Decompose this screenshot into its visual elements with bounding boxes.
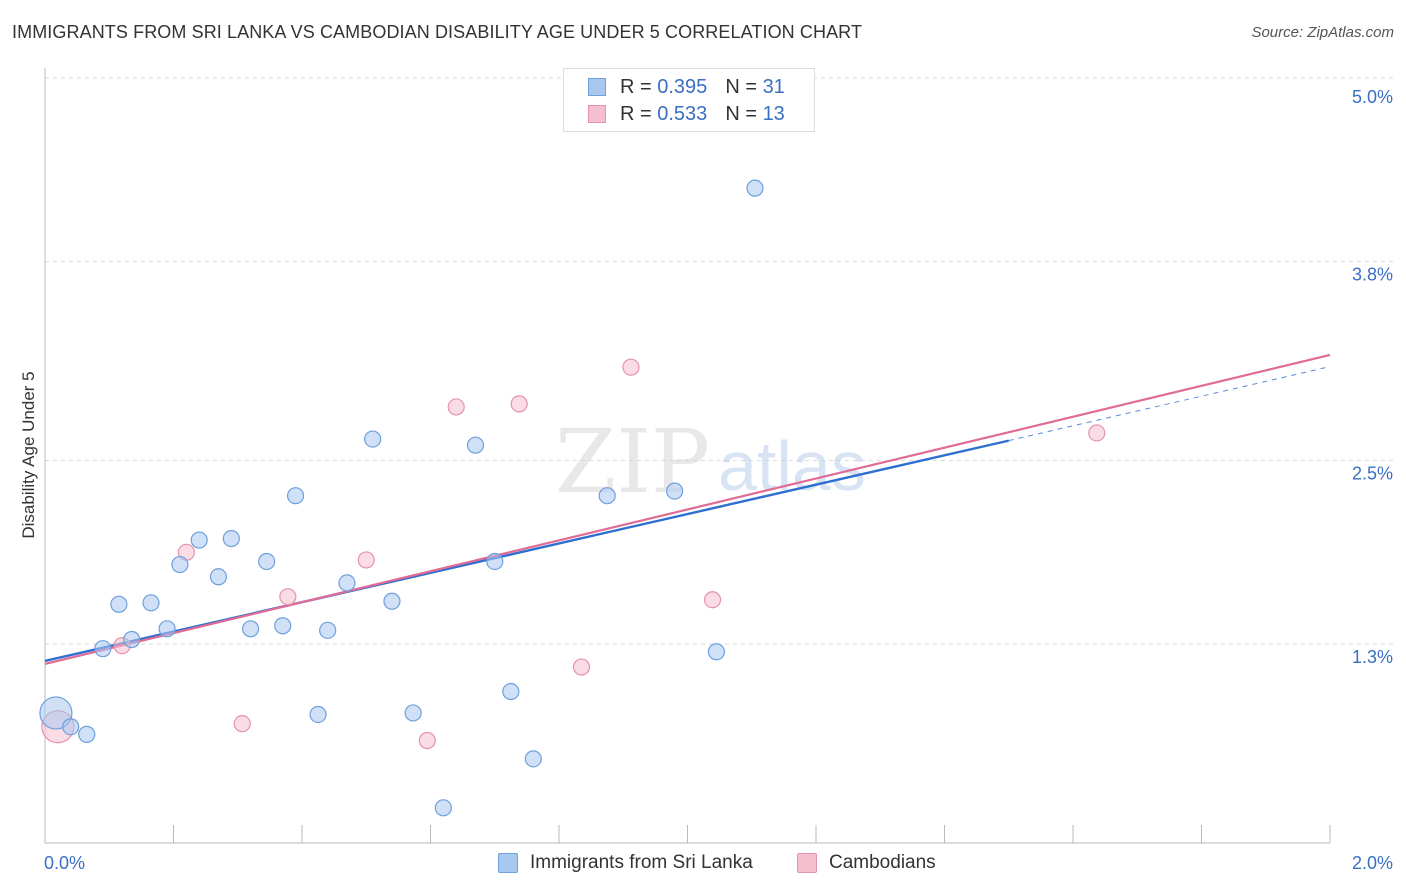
series-legend: Immigrants from Sri Lanka Cambodians (0, 852, 1406, 878)
point-cambodians (447, 398, 465, 416)
y-tick-label: 3.8% (1352, 265, 1393, 285)
point-sri-lanka (707, 643, 726, 661)
trend-line-sri-lanka (44, 439, 1010, 663)
trend-line-sri-lanka-extension (1008, 366, 1328, 442)
point-sri-lanka (502, 682, 520, 701)
x-tick-label: 0.0% (44, 853, 85, 873)
point-sri-lanka (598, 487, 616, 505)
point-sri-lanka (158, 620, 176, 638)
point-sri-lanka (171, 555, 189, 574)
point-sri-lanka (486, 552, 504, 571)
point-cambodians (510, 395, 528, 413)
point-sri-lanka (190, 531, 208, 549)
point-cambodians (233, 715, 251, 733)
point-cambodians (418, 731, 436, 750)
point-sri-lanka (62, 718, 80, 736)
point-sri-lanka (209, 568, 228, 586)
grid-lines (45, 77, 1395, 645)
point-cambodians (357, 551, 375, 569)
point-sri-lanka (434, 799, 452, 817)
legend-n-label: N = (725, 75, 757, 98)
series-legend-sri-lanka: Immigrants from Sri Lanka (498, 852, 753, 874)
legend-n-value: 31 (762, 75, 785, 98)
trend-lines (44, 353, 1331, 666)
point-sri-lanka (383, 592, 401, 610)
point-sri-lanka (309, 705, 327, 724)
point-sri-lanka (110, 595, 128, 613)
legend-row-cambodians: R = 0.533 N = 13 (588, 101, 785, 127)
point-sri-lanka (338, 574, 356, 592)
series-legend-label: Immigrants from Sri Lanka (530, 852, 753, 873)
legend-r-label: R = (620, 102, 652, 125)
correlation-legend: R = 0.395 N = 31 R = 0.533 N = 13 (563, 68, 815, 132)
y-tick-label: 2.5% (1352, 464, 1393, 484)
legend-n-value: 13 (762, 102, 785, 125)
point-sri-lanka (242, 620, 260, 638)
series-legend-label: Cambodians (829, 852, 936, 873)
trend-line-cambodians (44, 353, 1331, 666)
legend-row-sri-lanka: R = 0.395 N = 31 (588, 74, 785, 100)
point-sri-lanka (524, 750, 542, 768)
y-tick-label: 5.0% (1352, 87, 1393, 107)
point-sri-lanka (78, 725, 96, 743)
legend-r-value: 0.533 (657, 102, 708, 125)
series-swatch-pink (797, 853, 817, 873)
source-label: Source: ZipAtlas.com (1251, 24, 1394, 41)
legend-r-label: R = (620, 75, 652, 98)
legend-swatch-blue (588, 78, 606, 96)
legend-r-value: 0.395 (657, 75, 708, 98)
y-axis-label: Disability Age Under 5 (19, 371, 38, 538)
series-swatch-blue (498, 853, 518, 873)
point-sri-lanka (404, 704, 422, 722)
point-sri-lanka (142, 594, 160, 612)
point-sri-lanka (274, 617, 292, 635)
series-legend-cambodians: Cambodians (797, 852, 936, 874)
x-tick-label: 2.0% (1352, 853, 1393, 873)
chart-title: IMMIGRANTS FROM SRI LANKA VS CAMBODIAN D… (12, 22, 863, 42)
y-tick-label: 1.3% (1352, 647, 1393, 667)
point-cambodians (1088, 424, 1106, 442)
point-sri-lanka (364, 430, 382, 448)
data-points (39, 179, 1106, 817)
point-sri-lanka (746, 179, 764, 197)
point-cambodians (279, 588, 297, 606)
legend-n-label: N = (725, 102, 757, 125)
point-sri-lanka (39, 696, 73, 730)
point-cambodians (572, 658, 591, 676)
legend-swatch-pink (588, 105, 606, 123)
tick-labels: 1.3% 2.5% 3.8% 5.0% 0.0% 2.0% (44, 87, 1393, 873)
point-sri-lanka (319, 621, 337, 639)
point-sri-lanka (666, 482, 684, 500)
watermark-atlas: atlas (718, 427, 866, 505)
point-sri-lanka (94, 640, 112, 658)
point-sri-lanka (286, 487, 305, 505)
point-sri-lanka (466, 436, 485, 454)
point-sri-lanka (123, 630, 141, 649)
point-sri-lanka (222, 529, 240, 548)
point-sri-lanka (258, 552, 276, 571)
watermark-zip: ZIP (555, 410, 710, 513)
point-cambodians (703, 591, 722, 609)
point-cambodians (622, 358, 640, 376)
axes (44, 68, 1331, 844)
